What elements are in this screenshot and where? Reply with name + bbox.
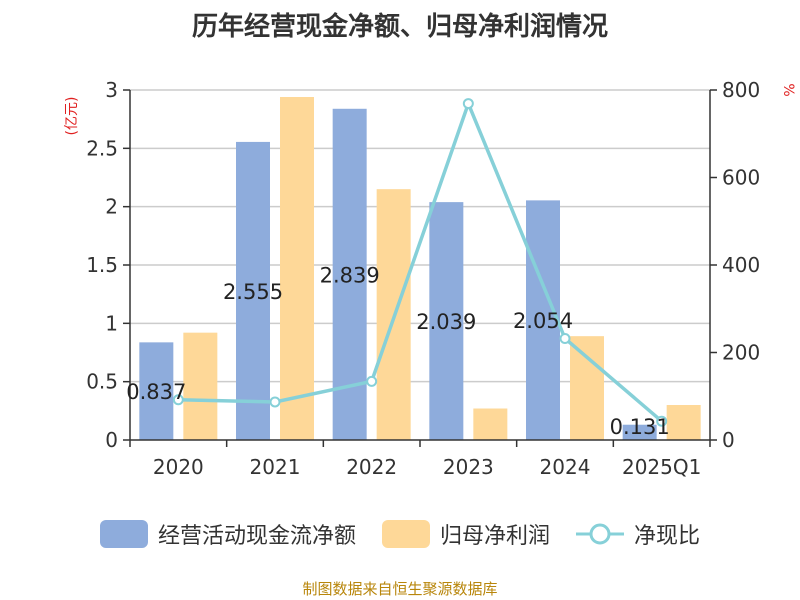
y-left-tick-label: 0.5	[86, 370, 118, 394]
legend-item-ratio[interactable]: 净现比	[576, 518, 700, 550]
y-left-tick-label: 2	[105, 195, 118, 219]
ratio-point	[269, 396, 281, 408]
y-right-tick-label: 600	[722, 166, 760, 190]
y-right-unit-label: %	[780, 83, 796, 96]
ratio-point	[656, 415, 668, 427]
bar-cashflow	[139, 342, 174, 440]
ratio-point	[559, 333, 571, 344]
ratio-polyline	[178, 98, 663, 423]
bar-cashflow	[236, 141, 270, 440]
data-label-cashflow: 0.837	[126, 380, 186, 404]
bar-net-profit	[280, 97, 314, 440]
y-left-tick-label: 1.5	[86, 253, 118, 277]
y-right-tick-label: 0	[722, 428, 735, 452]
grid-lines	[130, 89, 710, 383]
x-tick-label: 2025Q1	[622, 455, 701, 479]
y-left-tick-label: 3	[105, 78, 118, 102]
data-label-cashflow: 2.039	[416, 310, 476, 334]
ratio-point	[172, 394, 184, 406]
chart-title: 历年经营现金净额、归母净利润情况	[191, 12, 608, 42]
bar-cashflow	[622, 424, 657, 440]
data-label-cashflow: 2.555	[223, 280, 283, 304]
y-left-tick-label: 2.5	[86, 136, 118, 160]
legend-label-net-profit: 归母净利润	[439, 524, 550, 549]
source-note: 制图数据来自恒生聚源数据库	[302, 580, 498, 598]
ratio-point	[462, 98, 474, 110]
y-right-tick-label: 800	[722, 78, 760, 102]
x-tick-label: 2021	[250, 455, 301, 479]
y-right-tick-label: 200	[722, 341, 760, 365]
data-labels: 0.837 2.555 2.839 2.039 2.054 0.131	[126, 263, 669, 439]
data-label-cashflow: 0.131	[610, 415, 670, 439]
legend-label-ratio: 净现比	[634, 524, 701, 549]
bar-cashflow	[526, 200, 560, 440]
bar-net-profit	[666, 405, 701, 440]
ratio-line	[172, 98, 668, 427]
x-tick-label: 2024	[540, 455, 591, 479]
data-label-cashflow: 2.839	[320, 263, 380, 287]
legend-item-net-profit[interactable]: 归母净利润	[381, 518, 550, 550]
y-left-tick-label: 0	[105, 428, 118, 452]
y-left-unit-label: (亿元)	[64, 97, 80, 136]
x-tick-label: 2023	[443, 455, 494, 479]
axes: 0 0.5 1 1.5 2 2.5 3 0 200 400 600 800 2020 2021 2022 20…	[86, 78, 760, 479]
y-left-tick-label: 1	[105, 311, 118, 335]
legend-label-cashflow: 经营活动现金流净额	[157, 524, 356, 549]
bar-cashflow	[429, 202, 464, 440]
x-tick-label: 2020	[153, 455, 204, 479]
bar-net-profit	[473, 408, 508, 440]
ratio-point	[366, 375, 378, 387]
data-label-cashflow: 2.054	[513, 309, 573, 333]
bar-net-profit	[183, 332, 218, 440]
bar-net-profit	[570, 336, 604, 440]
legend-item-cashflow[interactable]: 经营活动现金流净额	[99, 518, 356, 550]
y-right-tick-label: 400	[722, 253, 760, 277]
legend: 经营活动现金流净额 归母净利润 净现比	[0, 514, 800, 554]
legend-swatch-cashflow	[99, 520, 148, 548]
legend-line-circle-icon	[576, 523, 624, 545]
legend-swatch-net-profit	[381, 520, 430, 548]
x-tick-label: 2022	[346, 455, 397, 479]
